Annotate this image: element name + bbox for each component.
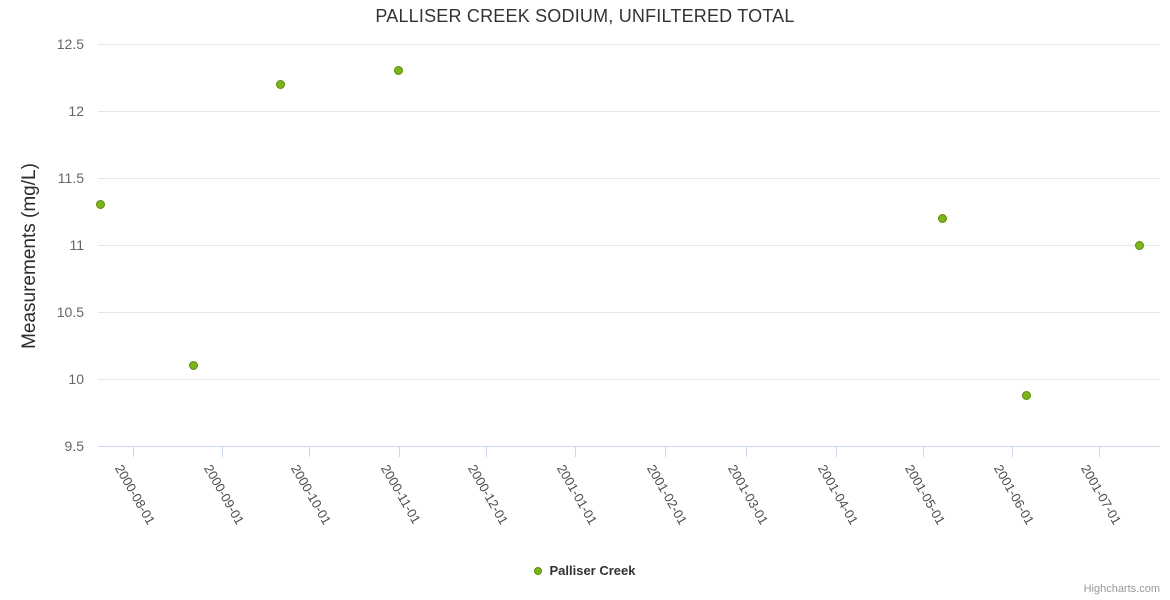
y-axis-tick-label: 11.5 — [57, 170, 84, 186]
x-axis-tick — [222, 447, 224, 457]
gridline — [98, 312, 1160, 313]
gridline — [98, 245, 1160, 246]
x-axis-tick — [922, 447, 924, 457]
x-axis-tick-label: 2000-12-01 — [464, 462, 511, 528]
x-axis-tick — [485, 447, 487, 457]
data-point[interactable] — [1022, 390, 1032, 400]
x-axis-tick-label: 2000-09-01 — [201, 462, 248, 528]
data-point[interactable] — [96, 200, 106, 210]
x-axis-tick-label: 2001-06-01 — [991, 462, 1038, 528]
x-axis-tick-label: 2001-02-01 — [644, 462, 691, 528]
gridline — [98, 111, 1160, 112]
legend-marker-icon — [534, 566, 543, 575]
y-axis-tick-label: 12 — [68, 103, 84, 119]
x-axis-tick — [665, 447, 667, 457]
x-axis-line — [98, 446, 1160, 447]
x-axis-tick — [835, 447, 837, 457]
y-axis-tick-label: 10.5 — [56, 304, 84, 320]
x-axis-tick — [1012, 447, 1014, 457]
data-point[interactable] — [1135, 240, 1145, 250]
x-axis-tick-label: 2000-11-01 — [377, 462, 424, 527]
x-axis-tick — [398, 447, 400, 457]
x-axis-tick-label: 2001-05-01 — [901, 462, 948, 528]
x-axis-tick — [746, 447, 748, 457]
y-axis-tick-label: 9.5 — [64, 438, 84, 454]
x-axis-tick — [575, 447, 577, 457]
legend-item-palliser-creek[interactable]: Palliser Creek — [534, 563, 636, 578]
y-axis-tick-label: 10 — [68, 371, 84, 387]
gridline — [98, 379, 1160, 380]
data-point[interactable] — [188, 361, 198, 371]
data-point[interactable] — [938, 213, 948, 223]
chart-legend: Palliser Creek — [0, 563, 1170, 578]
x-axis-tick-label: 2001-01-01 — [554, 462, 601, 528]
data-point[interactable] — [275, 79, 285, 89]
x-axis-tick-label: 2001-03-01 — [725, 462, 772, 528]
gridline — [98, 178, 1160, 179]
gridline — [98, 44, 1160, 45]
x-axis-tick — [309, 447, 311, 457]
y-axis-tick-label: 12.5 — [56, 36, 84, 52]
legend-item-label: Palliser Creek — [549, 563, 636, 578]
chart-title: PALLISER CREEK SODIUM, UNFILTERED TOTAL — [375, 6, 795, 26]
y-axis-title: Measurements (mg/L) — [19, 163, 40, 349]
x-axis-tick — [1099, 447, 1101, 457]
data-point[interactable] — [394, 66, 404, 76]
x-axis-tick-label: 2001-04-01 — [814, 462, 862, 528]
x-axis-tick-label: 2001-07-01 — [1078, 462, 1125, 528]
x-axis-tick-label: 2000-08-01 — [111, 462, 158, 528]
highcharts-credits-link[interactable]: Highcharts.com — [1083, 583, 1160, 595]
plot-area — [96, 44, 1160, 447]
y-axis-tick-label: 11 — [69, 237, 84, 253]
x-axis-tick — [132, 447, 134, 457]
x-axis-tick-label: 2000-10-01 — [288, 462, 335, 528]
